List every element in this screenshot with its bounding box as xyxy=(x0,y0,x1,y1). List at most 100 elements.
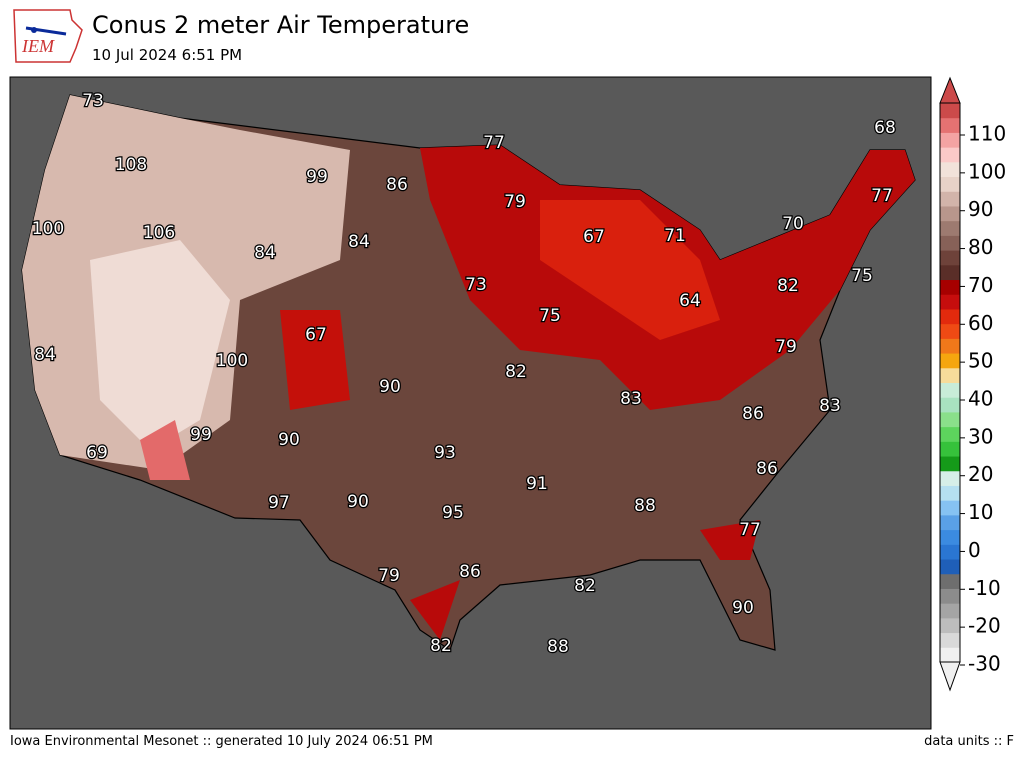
contour-label: 86 xyxy=(742,404,764,424)
contour-label: 83 xyxy=(620,389,642,409)
colorbar-tick-label: -10 xyxy=(968,576,1001,600)
contour-label: 84 xyxy=(34,345,56,365)
colorbar-segment xyxy=(940,367,960,383)
colorbar-segment xyxy=(940,529,960,545)
contour-label: 70 xyxy=(782,214,804,234)
colorbar-tick-label: 50 xyxy=(968,349,993,373)
colorbar-tick-label: 10 xyxy=(968,500,993,524)
colorbar-segment xyxy=(940,573,960,589)
colorbar-tick-label: 30 xyxy=(968,424,993,448)
contour-label: 108 xyxy=(115,155,147,175)
contour-label: 75 xyxy=(539,306,561,326)
colorbar-segment xyxy=(940,235,960,251)
colorbar-segment xyxy=(940,279,960,295)
colorbar-segment xyxy=(940,647,960,663)
contour-label: 90 xyxy=(732,598,754,618)
contour-label: 99 xyxy=(306,167,328,187)
contour-label: 88 xyxy=(547,637,569,657)
contour-label: 100 xyxy=(32,219,64,239)
colorbar-frame xyxy=(939,102,961,663)
colorbar-segment xyxy=(940,191,960,207)
colorbar-extend-bottom xyxy=(939,661,961,692)
colorbar-segment xyxy=(940,338,960,354)
contour-label: 86 xyxy=(459,562,481,582)
contour-label: 75 xyxy=(851,266,873,286)
colorbar-segment xyxy=(940,323,960,339)
contour-label: 95 xyxy=(442,503,464,523)
colorbar-segment xyxy=(940,147,960,163)
colorbar-segment xyxy=(940,588,960,604)
colorbar-tick-label: 40 xyxy=(968,387,993,411)
contour-label: 100 xyxy=(216,351,248,371)
colorbar-segment xyxy=(940,117,960,133)
contour-label: 106 xyxy=(143,223,175,243)
contour-label: 67 xyxy=(583,227,605,247)
footer-left: Iowa Environmental Mesonet :: generated … xyxy=(10,734,433,749)
colorbar-segment xyxy=(940,220,960,236)
map: 73 108 100 106 84 69 99 86 84 84 67 100 90 99 90 93 97 90… xyxy=(9,76,932,730)
colorbar-tick-label: 0 xyxy=(968,538,981,562)
colorbar-segment xyxy=(940,500,960,516)
subtitle: 10 Jul 2024 6:51 PM xyxy=(92,46,242,64)
contour-label: 82 xyxy=(777,276,799,296)
colorbar-segment xyxy=(940,411,960,428)
colorbar-segment xyxy=(940,103,960,119)
colorbar-segment xyxy=(940,397,960,413)
contour-label: 79 xyxy=(378,566,400,586)
contour-label: 79 xyxy=(775,337,797,357)
contour-label: 91 xyxy=(526,474,548,494)
colorbar-segment xyxy=(940,514,960,531)
colorbar-tick-label: 110 xyxy=(968,122,1006,146)
logo-text: IEM xyxy=(21,36,55,56)
colorbar-tick-label: 80 xyxy=(968,235,993,259)
contour-label: 82 xyxy=(430,636,452,656)
contour-label: 77 xyxy=(871,186,893,206)
colorbar-segment xyxy=(940,426,960,442)
contour-label: 73 xyxy=(82,91,104,111)
colorbar-segment xyxy=(940,603,960,619)
contour-label: 90 xyxy=(347,492,369,512)
contour-label: 77 xyxy=(483,133,505,153)
contour-label: 82 xyxy=(574,576,596,596)
contour-label: 73 xyxy=(465,275,487,295)
contour-label: 97 xyxy=(268,493,290,513)
colorbar-segment xyxy=(940,161,960,178)
contour-label: 79 xyxy=(504,192,526,212)
colorbar-tick-label: 70 xyxy=(968,273,993,297)
contour-label: 83 xyxy=(819,396,841,416)
map-labels: 73 108 100 106 84 69 99 86 84 84 67 100 90 99 90 93 97 90… xyxy=(31,90,898,659)
colorbar-segment xyxy=(940,441,960,457)
colorbar-segment xyxy=(940,308,960,325)
colorbar-segment xyxy=(940,470,960,486)
contour-label: 90 xyxy=(278,430,300,450)
title: Conus 2 meter Air Temperature xyxy=(92,11,469,39)
contour-label: 86 xyxy=(756,459,778,479)
contour-label: 82 xyxy=(505,362,527,382)
colorbar-extend-top xyxy=(939,76,961,104)
colorbar-segment xyxy=(940,353,960,369)
colorbar: -30 -20 -10 0 10 20 30 40 50 60 70 80 90 100 110 xyxy=(939,76,1006,692)
contour-label: 68 xyxy=(874,118,896,138)
colorbar-segment xyxy=(940,456,960,472)
contour-label: 90 xyxy=(379,377,401,397)
contour-label: 84 xyxy=(348,232,370,252)
colorbar-tick-label: 90 xyxy=(968,197,993,221)
colorbar-tick-label: 100 xyxy=(968,159,1006,183)
colorbar-tick-label: 20 xyxy=(968,462,993,486)
contour-label: 93 xyxy=(434,443,456,463)
colorbar-segment xyxy=(940,559,960,575)
colorbar-segment xyxy=(940,485,960,501)
footer-right: data units :: F xyxy=(924,734,1014,749)
contour-label: 77 xyxy=(739,520,761,540)
colorbar-segment xyxy=(940,632,960,648)
contour-label: 86 xyxy=(386,175,408,195)
colorbar-segment xyxy=(940,617,960,634)
colorbar-segment xyxy=(940,132,960,148)
logo: IEM xyxy=(13,9,83,63)
contour-label: 69 xyxy=(86,443,108,463)
colorbar-segment xyxy=(940,176,960,192)
colorbar-segment xyxy=(940,205,960,222)
colorbar-tick-label: 60 xyxy=(968,311,993,335)
